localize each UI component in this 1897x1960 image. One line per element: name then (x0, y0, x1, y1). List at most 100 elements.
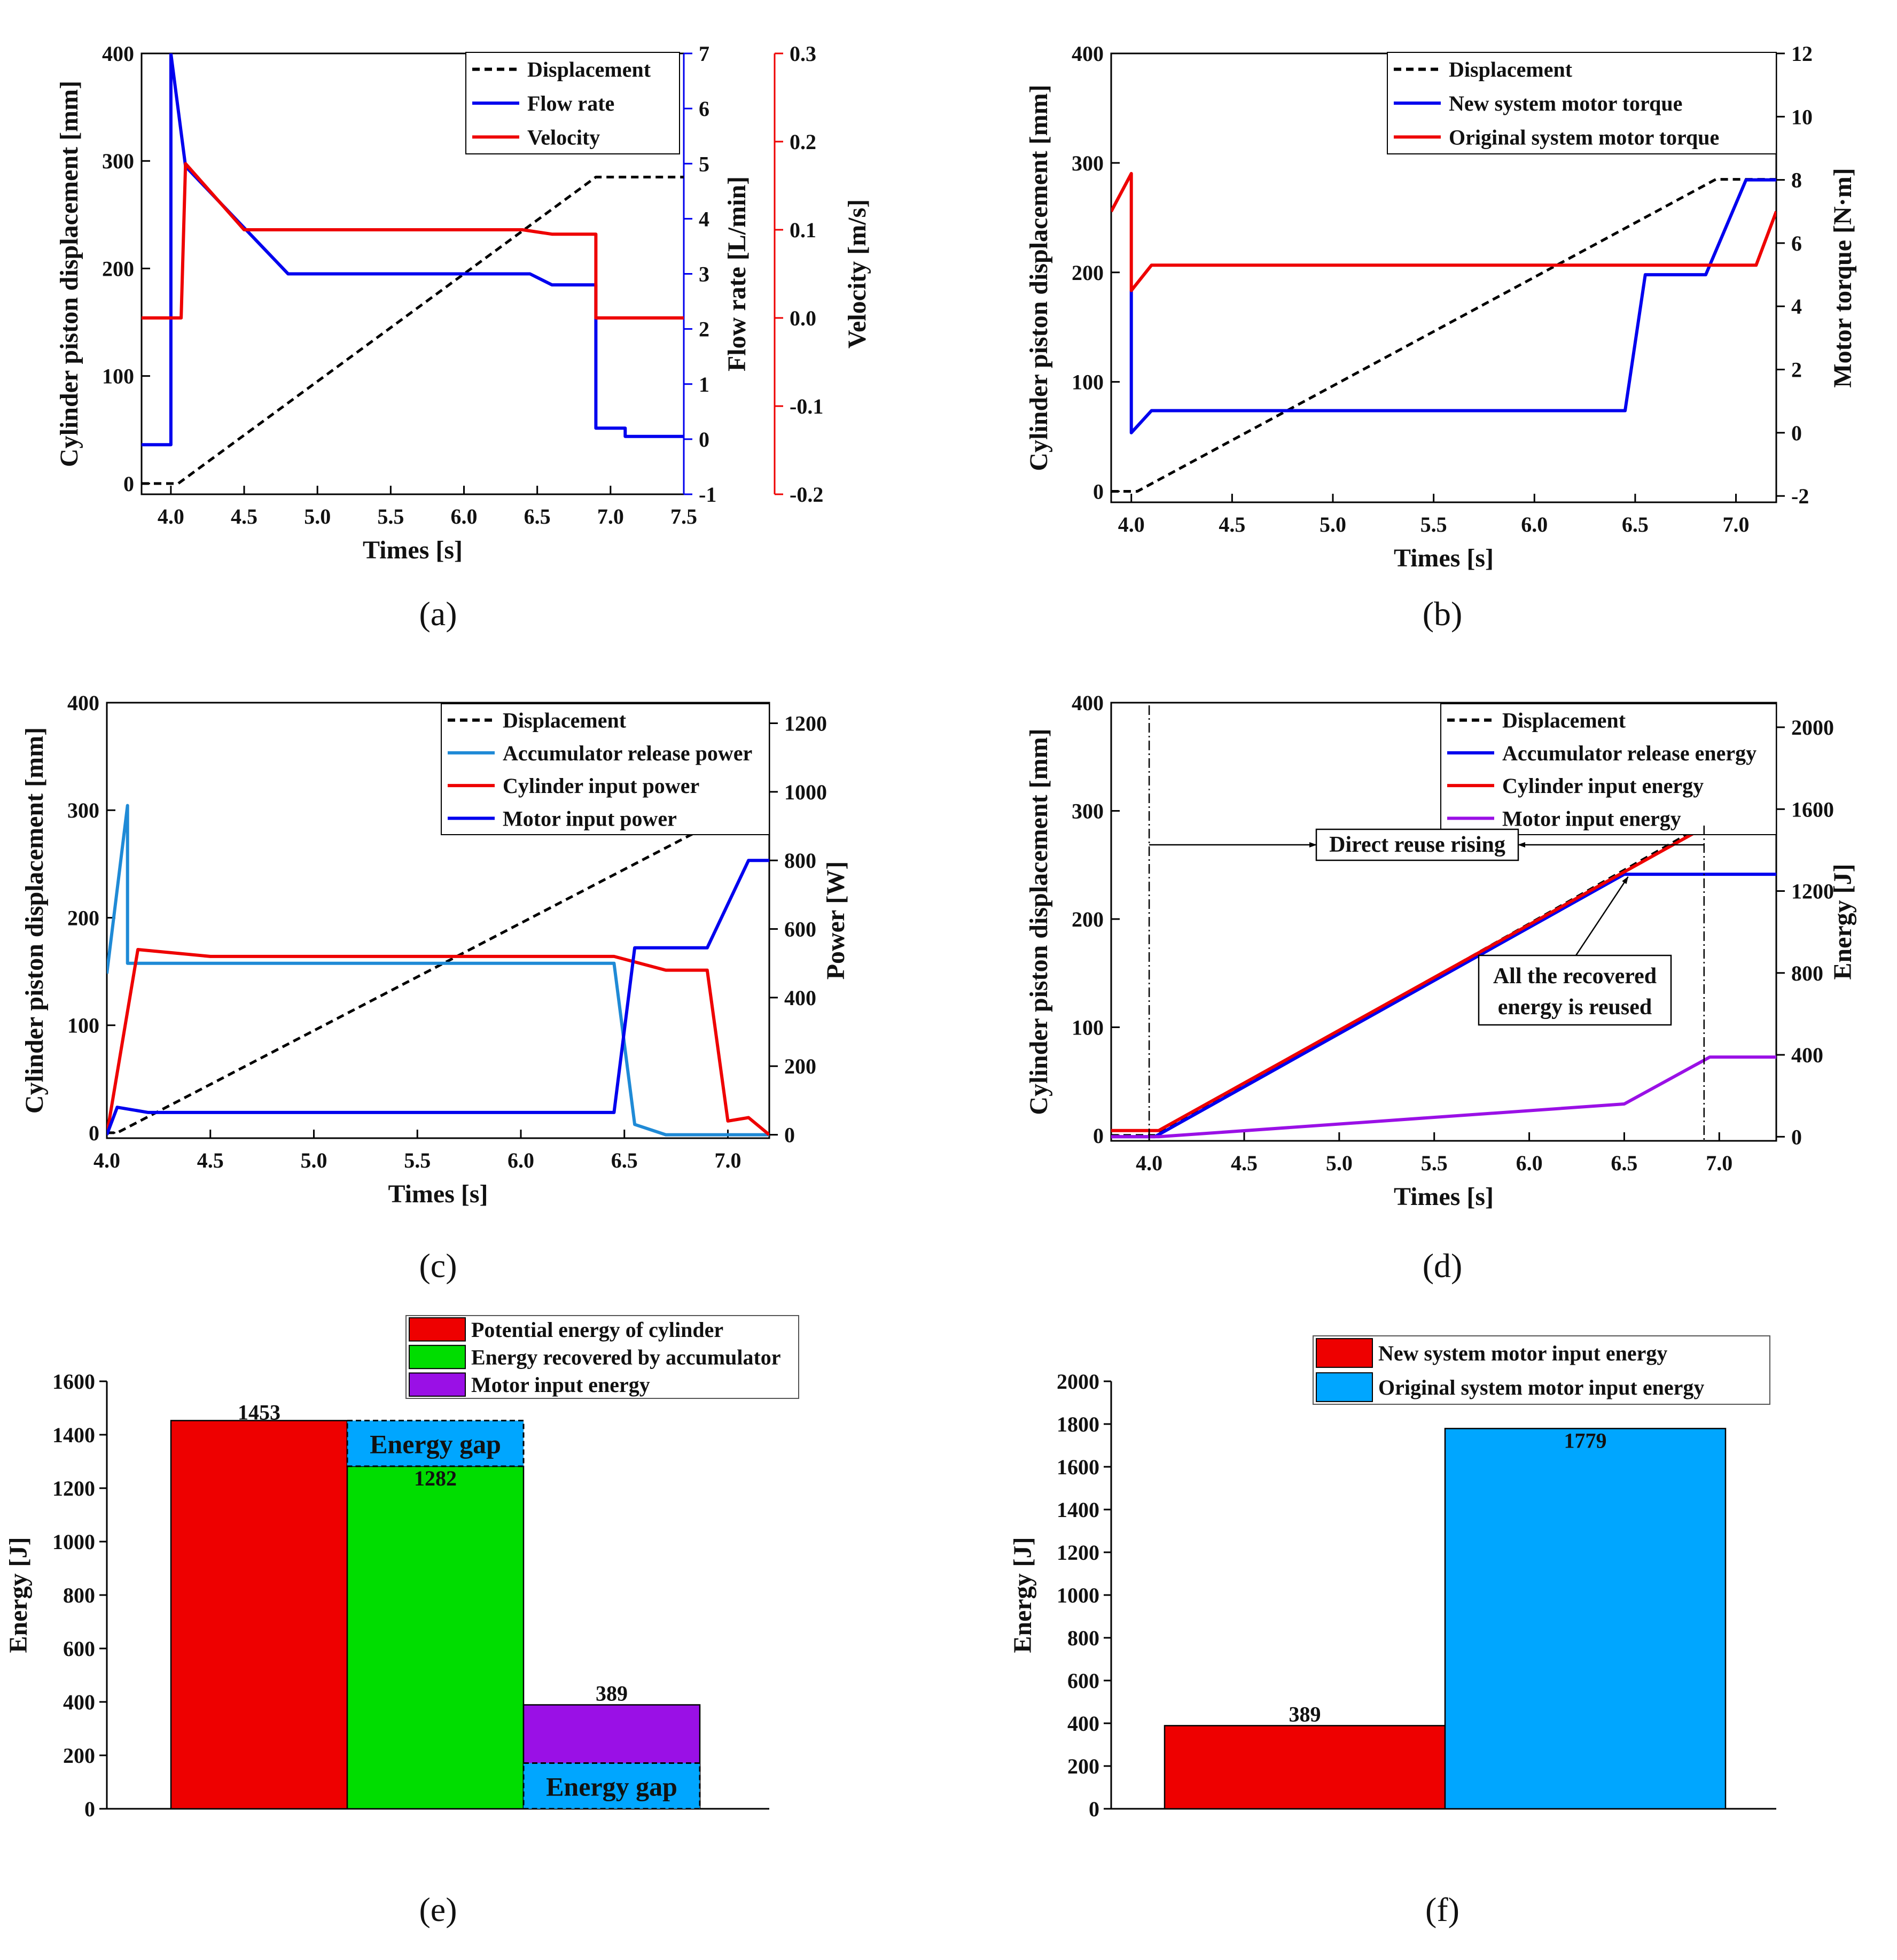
panel-label: (f) (1425, 1891, 1459, 1928)
y-tick-label: 1400 (52, 1423, 95, 1447)
bar (1444, 1428, 1727, 1810)
y3-tick-label: -0.2 (790, 483, 823, 507)
y-tick-label: 1000 (1057, 1583, 1099, 1607)
y2-tick-label: 3 (699, 262, 709, 286)
series-line-accumulator-release-power (107, 804, 769, 1137)
y-tick-label: 400 (63, 1690, 95, 1714)
x-tick-label: 6.0 (1521, 512, 1548, 536)
legend-box (441, 703, 770, 835)
y2-tick-label: 6 (1791, 231, 1802, 255)
x-axis-label: Times [s] (388, 1180, 488, 1208)
legend-box (1387, 52, 1777, 154)
legend-swatch (409, 1317, 466, 1342)
arrow-recovered (1575, 876, 1629, 956)
y2-tick-label: 1600 (1791, 797, 1834, 821)
y-tick-label: 1200 (1057, 1541, 1099, 1565)
y2-tick-label: 1000 (784, 780, 827, 804)
legend-swatch (1316, 1338, 1373, 1368)
series-line-new-system-motor-torque (1129, 178, 1776, 434)
y-axis-label: Cylinder piston displacement [mm] (1025, 84, 1053, 471)
y-axis-label: Cylinder piston displacement [mm] (55, 81, 83, 467)
x-tick-label: 5.5 (1420, 512, 1447, 536)
energy-gap-box (346, 1420, 525, 1467)
y2-axis-label: Motor torque [N·m] (1829, 168, 1857, 387)
series-line-motor-input-power (107, 859, 769, 1135)
legend-box (1440, 703, 1777, 835)
annotation-recovered-line2: energy is reused (1498, 995, 1652, 1020)
y2-tick-label: 10 (1791, 105, 1813, 129)
y2-tick-label: 1200 (1791, 880, 1834, 904)
x-tick-label: 5.5 (377, 504, 404, 528)
x-tick-label: 5.0 (1326, 1151, 1353, 1175)
x-tick-label: 6.5 (1611, 1151, 1637, 1175)
y-tick-label: 400 (1067, 1712, 1099, 1736)
series-line-displacement (1111, 178, 1776, 493)
y2-tick-label: 4 (699, 207, 709, 231)
x-tick-label: 4.5 (1219, 512, 1245, 536)
panel-label: (e) (419, 1891, 457, 1928)
x-tick-label: 7.0 (597, 504, 624, 528)
legend-box (405, 1315, 799, 1399)
y2-axis-label: Flow rate [L/min] (723, 176, 751, 371)
series-line-accumulator-release-energy (1111, 873, 1776, 1139)
bar (346, 1465, 525, 1810)
legend-label: Displacement (1502, 709, 1626, 733)
bar (1164, 1725, 1446, 1810)
y-tick-label: 200 (67, 906, 99, 930)
y2-tick-label: 200 (784, 1054, 816, 1078)
bar (170, 1420, 348, 1810)
y-tick-label: 200 (63, 1744, 95, 1768)
bar-value-label: 1282 (414, 1466, 457, 1490)
y3-tick-label: 0.0 (790, 306, 816, 330)
y-tick-label: 100 (1072, 1015, 1104, 1039)
annotation-box-direct-reuse (1315, 828, 1519, 861)
y-tick-label: 0 (123, 472, 134, 496)
legend-box (1313, 1335, 1770, 1405)
x-tick-label: 4.0 (1118, 512, 1145, 536)
y-tick-label: 600 (1067, 1669, 1099, 1693)
y-tick-label: 1200 (52, 1476, 95, 1500)
y2-tick-label: 0 (1791, 1125, 1802, 1149)
legend-swatch (409, 1372, 466, 1397)
x-tick-label: 4.5 (1231, 1151, 1258, 1175)
y2-tick-label: 6 (699, 97, 709, 121)
y2-tick-label: 1200 (784, 712, 827, 736)
legend-label: Velocity (527, 125, 600, 149)
y-tick-label: 200 (102, 256, 134, 281)
y2-axis-label: Energy [J] (1829, 864, 1857, 979)
y-tick-label: 0 (84, 1797, 95, 1821)
x-tick-label: 7.5 (670, 504, 697, 528)
y2-tick-label: 5 (699, 152, 709, 176)
x-tick-label: 6.0 (1516, 1151, 1543, 1175)
y2-tick-label: 400 (784, 986, 816, 1010)
legend-swatch (1316, 1372, 1373, 1402)
y-tick-label: 0 (1089, 1797, 1099, 1821)
series-line-velocity (142, 162, 684, 320)
panel-label: (c) (419, 1247, 457, 1285)
series-line-motor-input-energy (1111, 1055, 1776, 1139)
y-tick-label: 300 (67, 798, 99, 822)
y2-tick-label: 0 (699, 427, 709, 452)
x-tick-label: 4.5 (197, 1148, 224, 1172)
y2-tick-label: 600 (784, 917, 816, 942)
energy-gap-label: Energy gap (370, 1429, 501, 1459)
series-line-cylinder-input-power (107, 948, 769, 1136)
y2-tick-label: 2 (699, 317, 709, 341)
legend-label: Motor input energy (471, 1373, 650, 1397)
annotation-box-recovered (1478, 954, 1672, 1026)
y-tick-label: 400 (102, 42, 134, 66)
y-tick-label: 1800 (1057, 1412, 1099, 1436)
legend-label: Original system motor input energy (1378, 1375, 1704, 1399)
series-line-flow-rate (142, 53, 684, 447)
panel-3: 4.0 4.5 5.0 5.5 6.0 6.5 7.0 Times [s] 0 100 200 300… (1025, 691, 1857, 1211)
x-tick-label: 7.0 (715, 1148, 741, 1172)
annotation-recovered-line1: All the recovered (1493, 964, 1657, 989)
y-tick-label: 400 (1072, 691, 1104, 715)
y2-tick-label: 800 (1791, 961, 1823, 985)
y-tick-label: 300 (102, 149, 134, 173)
bar-value-label: 1779 (1564, 1428, 1607, 1452)
x-tick-label: 5.5 (1421, 1151, 1448, 1175)
y3-tick-label: 0.1 (790, 218, 816, 242)
